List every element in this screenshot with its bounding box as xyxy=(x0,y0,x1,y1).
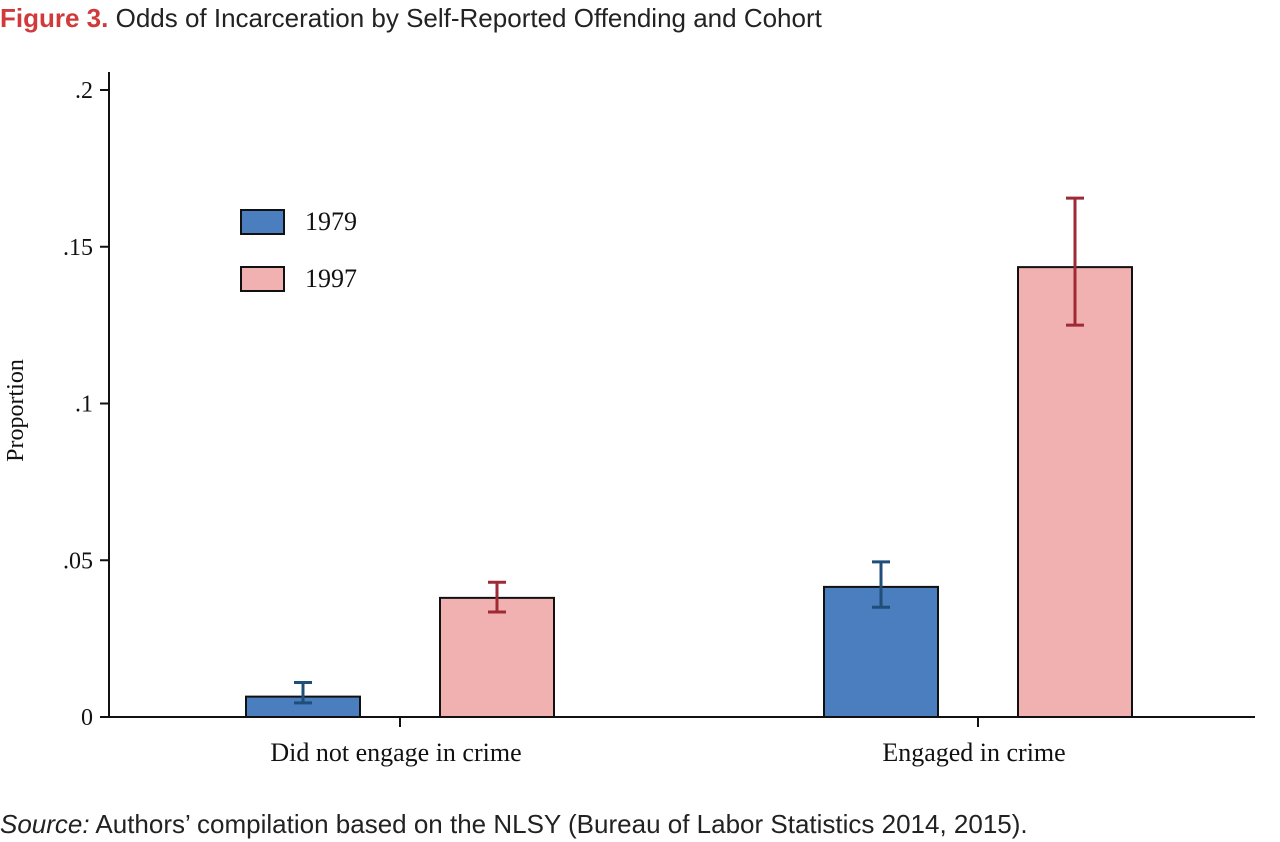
bar-1997-1 xyxy=(439,596,555,718)
figure-label: Figure 3. xyxy=(0,3,109,33)
y-tick-label: .1 xyxy=(75,392,93,418)
x-category-label: Did not engage in crime xyxy=(270,738,521,767)
y-tick-label: .05 xyxy=(63,548,93,574)
y-tick-label: .15 xyxy=(63,235,93,261)
bar-chart: 0 .05 .1 .15 .2 Proportion Did not engage in c… xyxy=(3,72,1255,767)
source-label: Source: xyxy=(0,809,90,839)
x-category-label: Engaged in crime xyxy=(882,738,1065,767)
chart-legend: 1979 1997 xyxy=(240,207,357,293)
legend-label-1997: 1997 xyxy=(305,264,357,293)
chart-bars xyxy=(245,266,1133,719)
source-note: Source: Authors’ compilation based on th… xyxy=(0,806,1028,842)
y-axis-label: Proportion xyxy=(3,359,29,462)
figure-title: Figure 3. Odds of Incarceration by Self-… xyxy=(0,0,822,36)
figure-title-text: Odds of Incarceration by Self-Reported O… xyxy=(115,3,822,33)
legend-swatch-1979 xyxy=(240,209,285,235)
chart-axes: 0 .05 .1 .15 .2 Proportion Did not engage in c… xyxy=(3,72,1255,767)
source-text: Authors’ compilation based on the NLSY (… xyxy=(95,809,1028,839)
y-tick-label: 0 xyxy=(81,705,93,731)
bar-1997-2 xyxy=(1017,266,1133,718)
legend-swatch-1997 xyxy=(240,266,285,292)
chart-error-bars xyxy=(294,196,1084,705)
legend-label-1979: 1979 xyxy=(305,207,357,236)
y-tick-label: .2 xyxy=(75,78,93,104)
